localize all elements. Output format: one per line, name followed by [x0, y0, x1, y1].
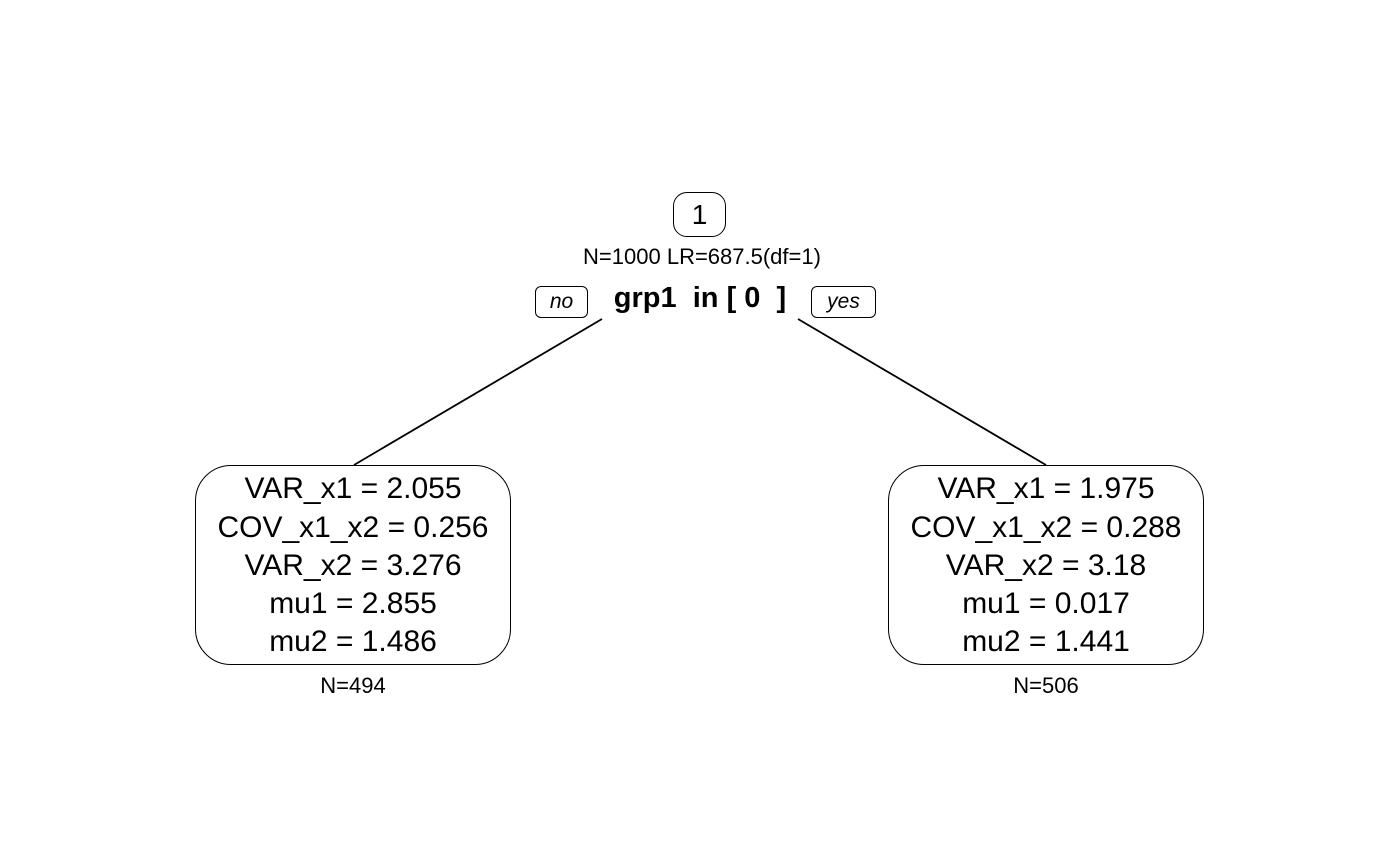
yes-branch-tag: yes [811, 286, 876, 318]
leaf-param-mu1: mu1 = 2.855 [269, 587, 437, 621]
no-branch-tag: no [535, 286, 588, 318]
no-branch-label: no [549, 290, 574, 313]
leaf-param-var-x2: VAR_x2 = 3.276 [244, 548, 462, 582]
edge-yes-branch [797, 318, 1047, 466]
yes-branch-label: yes [827, 290, 860, 313]
edge-no-branch [353, 318, 603, 466]
leaf-param-mu2: mu2 = 1.441 [962, 625, 1130, 659]
leaf-left-count: N=494 [320, 673, 386, 698]
leaf-param-cov-x1-x2: COV_x1_x2 = 0.256 [217, 510, 489, 544]
leaf-right-count: N=506 [1013, 673, 1079, 698]
leaf-param-mu1: mu1 = 0.017 [962, 587, 1130, 621]
leaf-param-var-x2: VAR_x2 = 3.18 [945, 548, 1147, 582]
leaf-param-mu2: mu2 = 1.486 [269, 625, 437, 659]
leaf-node-left: VAR_x1 = 2.055 COV_x1_x2 = 0.256 VAR_x2 … [195, 465, 511, 665]
root-node-id: 1 [673, 192, 726, 237]
root-node-stats: N=1000 LR=687.5(df=1) [583, 244, 821, 269]
leaf-param-var-x1: VAR_x1 = 2.055 [244, 472, 462, 506]
leaf-param-var-x1: VAR_x1 = 1.975 [937, 472, 1155, 506]
leaf-node-right: VAR_x1 = 1.975 COV_x1_x2 = 0.288 VAR_x2 … [888, 465, 1204, 665]
root-node-id-label: 1 [691, 198, 708, 230]
leaf-param-cov-x1-x2: COV_x1_x2 = 0.288 [910, 510, 1182, 544]
root-split-rule: grp1 in [ 0 ] [613, 282, 787, 314]
